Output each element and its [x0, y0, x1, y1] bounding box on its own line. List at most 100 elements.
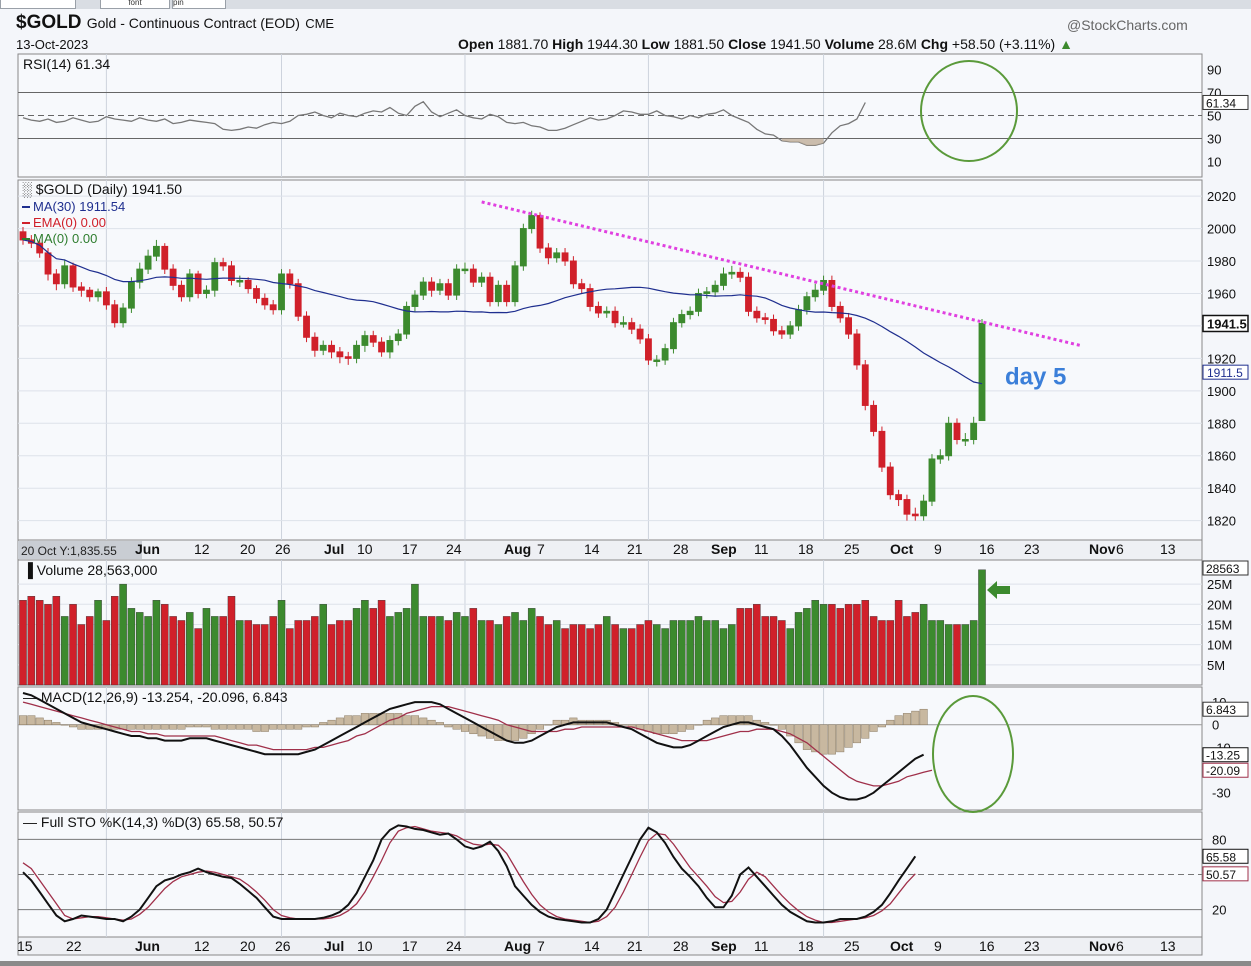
volume-bar — [402, 608, 411, 686]
volume-bar — [286, 628, 294, 686]
macd-histogram-bar — [352, 715, 361, 725]
volume-bar — [194, 628, 202, 686]
volume-bar — [719, 628, 728, 686]
candle-body — [736, 271, 744, 278]
macd-badge-text: -13.25 — [1206, 749, 1240, 763]
price-tick: 1980 — [1207, 254, 1236, 269]
date-axis-label-bottom: Jul — [324, 938, 344, 954]
candle-body — [886, 466, 894, 496]
candle-body — [203, 289, 210, 294]
volume-bar — [753, 604, 761, 686]
volume-bar — [628, 628, 636, 686]
top-toolbar-strip: font pin — [0, 0, 1251, 9]
volume-bar — [144, 616, 152, 686]
sto-badge-text: 65.58 — [1206, 850, 1236, 864]
candle-body — [619, 322, 627, 325]
volume-label: Volume — [824, 36, 875, 52]
volume-bar — [311, 616, 319, 686]
macd-histogram-bar — [902, 713, 911, 725]
volume-bar — [778, 620, 786, 686]
toolbar-tab-font[interactable]: font — [100, 0, 170, 9]
volume-value: 28.6M — [878, 36, 917, 52]
candle-body — [244, 279, 252, 290]
exchange: CME — [305, 16, 335, 31]
candle-body — [695, 292, 702, 312]
macd-histogram-bar — [877, 724, 886, 728]
volume-bar — [227, 596, 236, 686]
candle-body — [319, 344, 327, 351]
candle-body — [294, 283, 302, 317]
macd-histogram-bar — [235, 724, 244, 730]
date-axis-label-bottom: 6 — [1116, 938, 1124, 954]
macd-histogram-bar — [360, 713, 369, 725]
macd-histogram-bar — [18, 715, 28, 725]
macd-histogram-bar — [419, 717, 428, 725]
macd-histogram-bar — [144, 724, 153, 730]
bottom-scroll-strip[interactable] — [0, 961, 1251, 966]
candle-body — [178, 284, 185, 298]
toolbar-tab-blank[interactable] — [0, 0, 76, 9]
macd-histogram-bar — [335, 717, 344, 725]
toolbar-tab-pin[interactable]: pin — [172, 0, 226, 9]
candle-body — [444, 283, 452, 296]
macd-histogram-bar — [302, 724, 311, 728]
date-axis-label: Sep — [711, 541, 737, 557]
macd-badge-text: 6.843 — [1206, 703, 1236, 717]
price-tick: 1880 — [1207, 416, 1236, 431]
volume-bar — [911, 612, 920, 686]
candle-body — [678, 314, 686, 324]
macd-histogram-bar — [427, 719, 436, 725]
macd-signal-line — [22, 701, 933, 787]
rsi-title: RSI(14) 61.34 — [23, 56, 110, 72]
volume-bar — [769, 616, 778, 686]
volume-bar — [819, 604, 828, 686]
macd-histogram-bar — [210, 724, 219, 730]
volume-bar — [35, 600, 44, 686]
macd-histogram-bar — [669, 724, 678, 735]
candle-body — [536, 215, 544, 249]
volume-bar — [653, 624, 661, 686]
candle-body — [478, 276, 486, 283]
candle-body — [836, 305, 844, 319]
macd-histogram-bar — [294, 724, 303, 730]
volume-bar — [744, 608, 753, 686]
macd-histogram-bar — [169, 724, 178, 730]
macd-histogram-bar — [77, 724, 86, 730]
volume-bar — [869, 616, 878, 686]
rsi-tick: 50 — [1207, 109, 1221, 124]
sto-title: — Full STO %K(14,3) %D(3) 65.58, 50.57 — [23, 814, 284, 830]
volume-bar — [44, 604, 52, 686]
candle-body — [544, 247, 552, 259]
candle-body — [970, 422, 978, 441]
candle-body — [928, 458, 936, 502]
close-label: Close — [728, 36, 767, 52]
volume-bar — [569, 624, 578, 686]
candle-body — [878, 430, 886, 468]
candle-body — [61, 265, 69, 285]
candle-body — [711, 284, 719, 293]
macd-histogram-bar — [452, 724, 461, 730]
macd-histogram-bar — [919, 708, 928, 725]
volume-bar — [561, 628, 569, 686]
volume-bar — [728, 624, 736, 686]
volume-bar — [644, 620, 653, 686]
last-price-badge — [1202, 314, 1249, 333]
date-axis-label-bottom: 13 — [1160, 938, 1176, 954]
volume-bar — [244, 620, 252, 686]
macd-histogram-bar — [686, 724, 695, 730]
volume-bar — [836, 608, 844, 686]
macd-histogram-bar — [444, 724, 453, 728]
candle-body — [261, 297, 269, 306]
candle-body — [503, 284, 511, 303]
source-watermark: @StockCharts.com — [1067, 17, 1188, 33]
volume-bar — [219, 616, 227, 686]
candle-body — [453, 268, 461, 296]
volume-bar — [436, 616, 444, 686]
candle-body — [228, 265, 235, 281]
macd-histogram-bar — [544, 724, 553, 726]
volume-bar — [544, 624, 553, 686]
macd-histogram-bar — [744, 715, 753, 725]
macd-histogram-bar — [160, 724, 169, 730]
volume-bar — [152, 600, 161, 686]
